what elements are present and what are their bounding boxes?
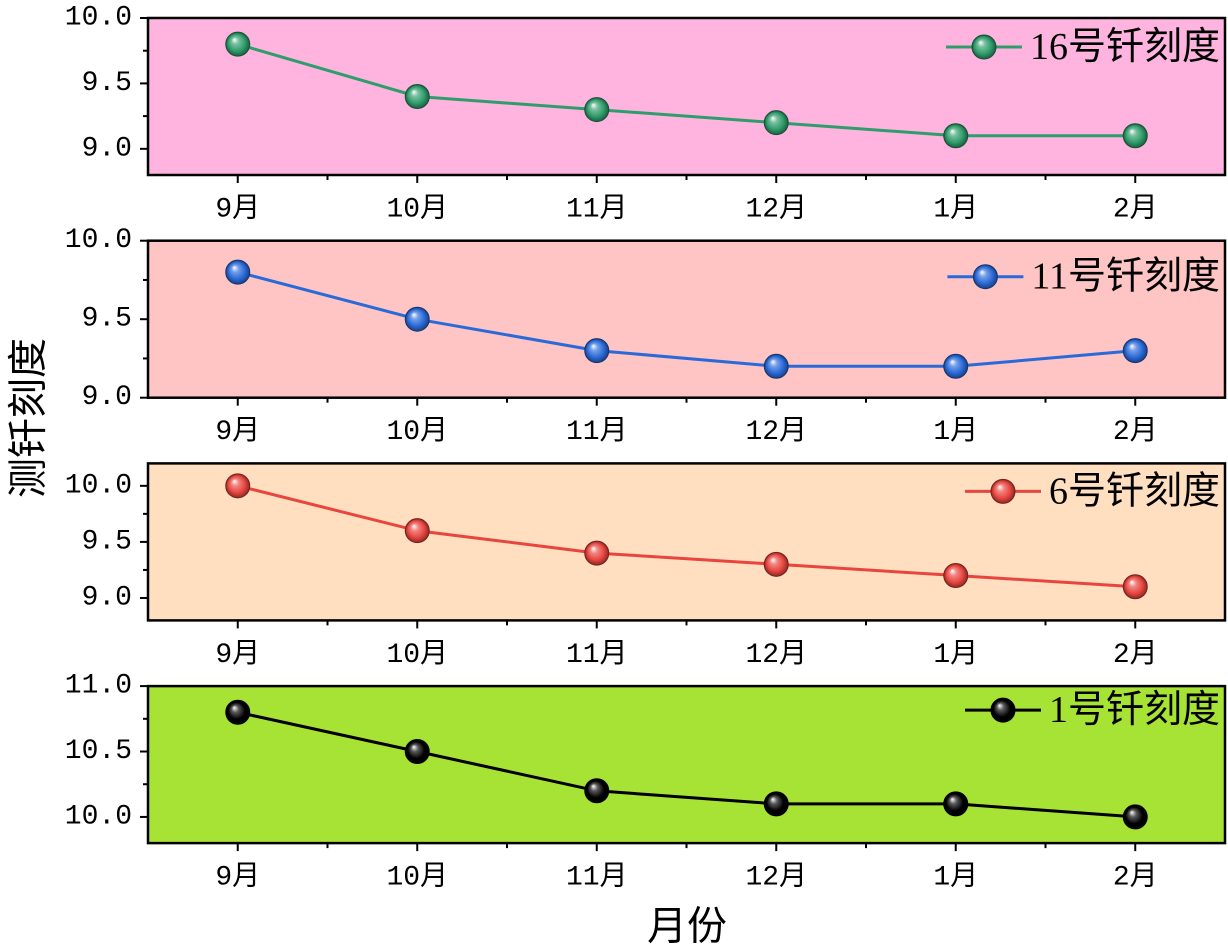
x-axis-title: 月份 [647, 904, 727, 949]
plot-frame [146, 684, 1227, 845]
legend: 11号钎刻度 [947, 256, 1220, 298]
y-tick-label: 9.5 [82, 304, 132, 335]
data-point [584, 97, 610, 123]
x-tick-label: 9月 [215, 639, 260, 671]
legend-label: 11号钎刻度 [1031, 256, 1220, 298]
x-tick-label: 11月 [566, 416, 628, 448]
x-tick-label: 12月 [745, 194, 807, 226]
data-point [584, 338, 610, 364]
x-tick-label: 12月 [745, 862, 807, 894]
data-point [584, 540, 610, 566]
legend-label: 6号钎刻度 [1049, 470, 1220, 512]
legend: 16号钎刻度 [945, 26, 1220, 68]
y-axis-title: 测钎刻度 [6, 338, 51, 498]
data-point [404, 739, 430, 765]
x-tick-label: 11月 [566, 639, 628, 671]
data-point [943, 123, 969, 149]
y-tick-label: 9.5 [82, 68, 132, 99]
x-tick-label: 1月 [933, 862, 978, 894]
data-point [1122, 574, 1148, 600]
data-point [943, 353, 969, 379]
y-tick-label: 10.0 [65, 801, 132, 832]
y-tick-label: 10.5 [65, 736, 132, 767]
x-tick-label: 12月 [745, 639, 807, 671]
y-tick-label: 9.0 [82, 582, 132, 613]
x-tick-label: 9月 [215, 194, 260, 226]
x-tick-label: 10月 [386, 416, 448, 448]
panel-1: 9.0 9.5 10.0 9月 10月 11月 12月 1月 2月 16号钎刻度 [65, 3, 1227, 226]
panel-2: 9.0 9.5 10.0 9月 10月 11月 12月 1月 2月 11号钎刻度 [65, 225, 1227, 448]
x-tick-label: 11月 [566, 194, 628, 226]
data-point [1122, 338, 1148, 364]
data-point [1122, 123, 1148, 149]
x-tick-label: 2月 [1113, 862, 1158, 894]
x-tick-label: 12月 [745, 416, 807, 448]
y-tick-label: 9.0 [82, 382, 132, 413]
y-tick-label: 11.0 [65, 671, 132, 702]
data-point [225, 473, 251, 499]
series-line [237, 484, 1136, 589]
data-point [404, 306, 430, 332]
y-tick-label: 9.5 [82, 526, 132, 557]
legend: 6号钎刻度 [964, 470, 1220, 512]
plot-area-background [148, 463, 1225, 621]
legend-marker [990, 478, 1016, 504]
y-tick-label: 10.0 [65, 470, 132, 501]
plot-frame [146, 16, 1227, 177]
legend-marker [990, 697, 1016, 723]
x-tick-label: 1月 [933, 416, 978, 448]
plot-area-background [148, 18, 1225, 175]
plot-frame [146, 462, 1227, 622]
data-point [763, 551, 789, 577]
data-point [763, 353, 789, 379]
data-point [584, 778, 610, 804]
data-point [943, 563, 969, 589]
legend-label: 16号钎刻度 [1030, 26, 1220, 68]
data-point [404, 84, 430, 109]
data-point [225, 699, 251, 725]
panel-4: 10.0 10.5 11.0 9月 10月 11月 12月 1月 2月 1号钎刻度 [65, 671, 1227, 894]
x-tick-label: 2月 [1113, 416, 1158, 448]
x-tick-label: 11月 [566, 862, 628, 894]
data-point [225, 31, 251, 57]
legend-marker [971, 34, 997, 60]
data-point [225, 259, 251, 285]
data-point [943, 791, 969, 817]
x-tick-label: 9月 [215, 416, 260, 448]
series-line [237, 42, 1136, 138]
x-tick-label: 1月 [933, 194, 978, 226]
x-tick-label: 2月 [1113, 639, 1158, 671]
data-point [404, 518, 430, 544]
x-tick-label: 2月 [1113, 194, 1158, 226]
x-tick-label: 1月 [933, 639, 978, 671]
y-tick-label: 10.0 [65, 225, 132, 256]
plot-frame [146, 239, 1227, 399]
series-line [237, 270, 1136, 368]
legend-marker [972, 264, 998, 290]
series-line [237, 710, 1136, 819]
plot-area-background [148, 240, 1225, 398]
data-point [763, 791, 789, 817]
y-tick-label: 9.0 [82, 133, 132, 164]
panel-3: 9.0 9.5 10.0 9月 10月 11月 12月 1月 2月 6号钎刻度 [65, 462, 1227, 671]
x-tick-label: 10月 [386, 862, 448, 894]
data-point [763, 110, 789, 136]
y-tick-label: 10.0 [65, 3, 132, 34]
x-tick-label: 9月 [215, 862, 260, 894]
data-point [1122, 804, 1148, 830]
x-tick-label: 10月 [386, 639, 448, 671]
plot-area-background [148, 686, 1225, 844]
x-tick-label: 10月 [386, 194, 448, 226]
legend-label: 1号钎刻度 [1049, 689, 1220, 731]
legend: 1号钎刻度 [964, 689, 1220, 731]
